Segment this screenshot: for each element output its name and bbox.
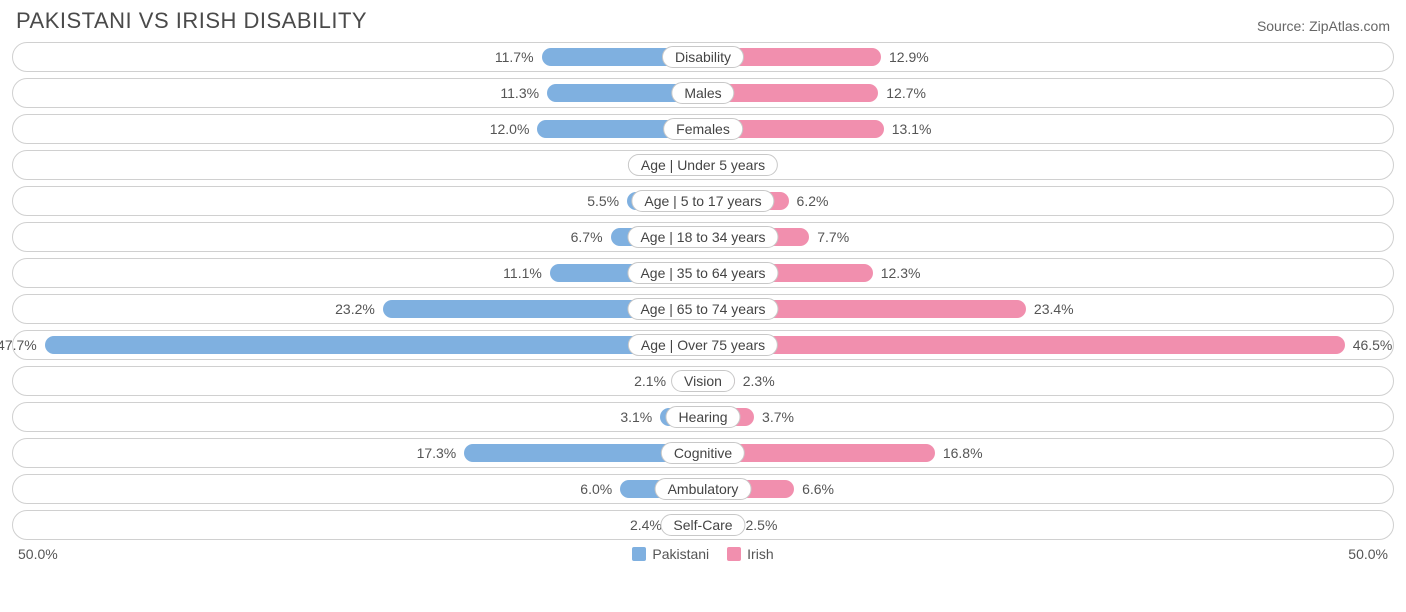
value-left: 11.1% [503,265,542,281]
row-label: Age | 65 to 74 years [627,298,778,320]
bar-right [703,336,1345,354]
chart-row: 1.3%1.7%Age | Under 5 years [12,150,1394,180]
value-right: 12.9% [889,49,929,65]
value-right: 3.7% [762,409,794,425]
chart-header: PAKISTANI VS IRISH DISABILITY Source: Zi… [12,8,1394,34]
value-right: 46.5% [1353,337,1393,353]
axis-right-max: 50.0% [1348,546,1388,562]
value-right: 2.5% [745,517,777,533]
value-left: 11.7% [495,49,534,65]
value-left: 11.3% [500,85,539,101]
row-label: Cognitive [661,442,745,464]
legend-swatch-right [727,547,741,561]
row-label: Ambulatory [655,478,752,500]
row-label: Age | 18 to 34 years [627,226,778,248]
row-label: Disability [662,46,744,68]
legend: Pakistani Irish [632,546,773,562]
row-label: Self-Care [660,514,745,536]
chart-row: 3.1% 3.7% Hearing [12,402,1394,432]
row-label: Females [663,118,743,140]
value-left: 3.1% [620,409,652,425]
chart-row: 23.2% 23.4% Age | 65 to 74 years [12,294,1394,324]
legend-item-left: Pakistani [632,546,709,562]
chart-row: 2.1% 2.3% Vision [12,366,1394,396]
row-label: Males [671,82,734,104]
value-left: 5.5% [587,193,619,209]
value-right: 13.1% [892,121,932,137]
chart-row: 11.1% 12.3% Age | 35 to 64 years [12,258,1394,288]
chart-footer: 50.0% Pakistani Irish 50.0% [12,546,1394,562]
chart-row: 5.5% 6.2% Age | 5 to 17 years [12,186,1394,216]
chart-row: 2.4% 2.5%Self-Care [12,510,1394,540]
value-left: 6.7% [571,229,603,245]
value-right: 7.7% [817,229,849,245]
chart-row: 11.7% 12.9% Disability [12,42,1394,72]
value-left: 23.2% [335,301,375,317]
row-label: Age | Over 75 years [628,334,778,356]
value-left: 2.4% [630,517,662,533]
value-right: 6.2% [797,193,829,209]
value-right: 6.6% [802,481,834,497]
row-label: Age | 5 to 17 years [631,190,774,212]
legend-item-right: Irish [727,546,773,562]
bar-left [45,336,703,354]
value-left: 17.3% [417,445,457,461]
chart-row: 6.0% 6.6% Ambulatory [12,474,1394,504]
chart-row: 6.7% 7.7% Age | 18 to 34 years [12,222,1394,252]
value-right: 2.3% [743,373,775,389]
chart-row: 17.3% 16.8% Cognitive [12,438,1394,468]
chart-row: 11.3% 12.7% Males [12,78,1394,108]
row-label: Vision [671,370,735,392]
chart-source: Source: ZipAtlas.com [1257,18,1390,34]
value-left: 12.0% [490,121,530,137]
row-label: Age | 35 to 64 years [627,262,778,284]
chart-title: PAKISTANI VS IRISH DISABILITY [16,8,367,34]
value-right: 12.3% [881,265,921,281]
value-right: 23.4% [1034,301,1074,317]
value-right: 16.8% [943,445,983,461]
chart-row: 47.7%46.5%Age | Over 75 years [12,330,1394,360]
axis-left-max: 50.0% [18,546,58,562]
legend-swatch-left [632,547,646,561]
row-label: Hearing [665,406,740,428]
chart-area: 11.7% 12.9% Disability 11.3% 12.7% Males 12.0%… [12,42,1394,540]
value-right: 12.7% [886,85,926,101]
value-left: 47.7% [0,337,37,353]
legend-label-left: Pakistani [652,546,709,562]
value-left: 6.0% [580,481,612,497]
value-left: 2.1% [634,373,666,389]
legend-label-right: Irish [747,546,773,562]
chart-row: 12.0% 13.1% Females [12,114,1394,144]
row-label: Age | Under 5 years [628,154,778,176]
